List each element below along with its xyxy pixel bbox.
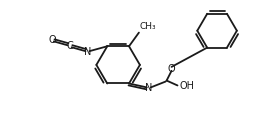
Text: OH: OH	[180, 81, 194, 91]
Text: C: C	[66, 41, 73, 51]
Text: N: N	[84, 47, 91, 57]
Text: CH₃: CH₃	[140, 22, 157, 31]
Text: O: O	[168, 64, 175, 74]
Text: O: O	[48, 35, 56, 45]
Text: N: N	[145, 83, 152, 93]
